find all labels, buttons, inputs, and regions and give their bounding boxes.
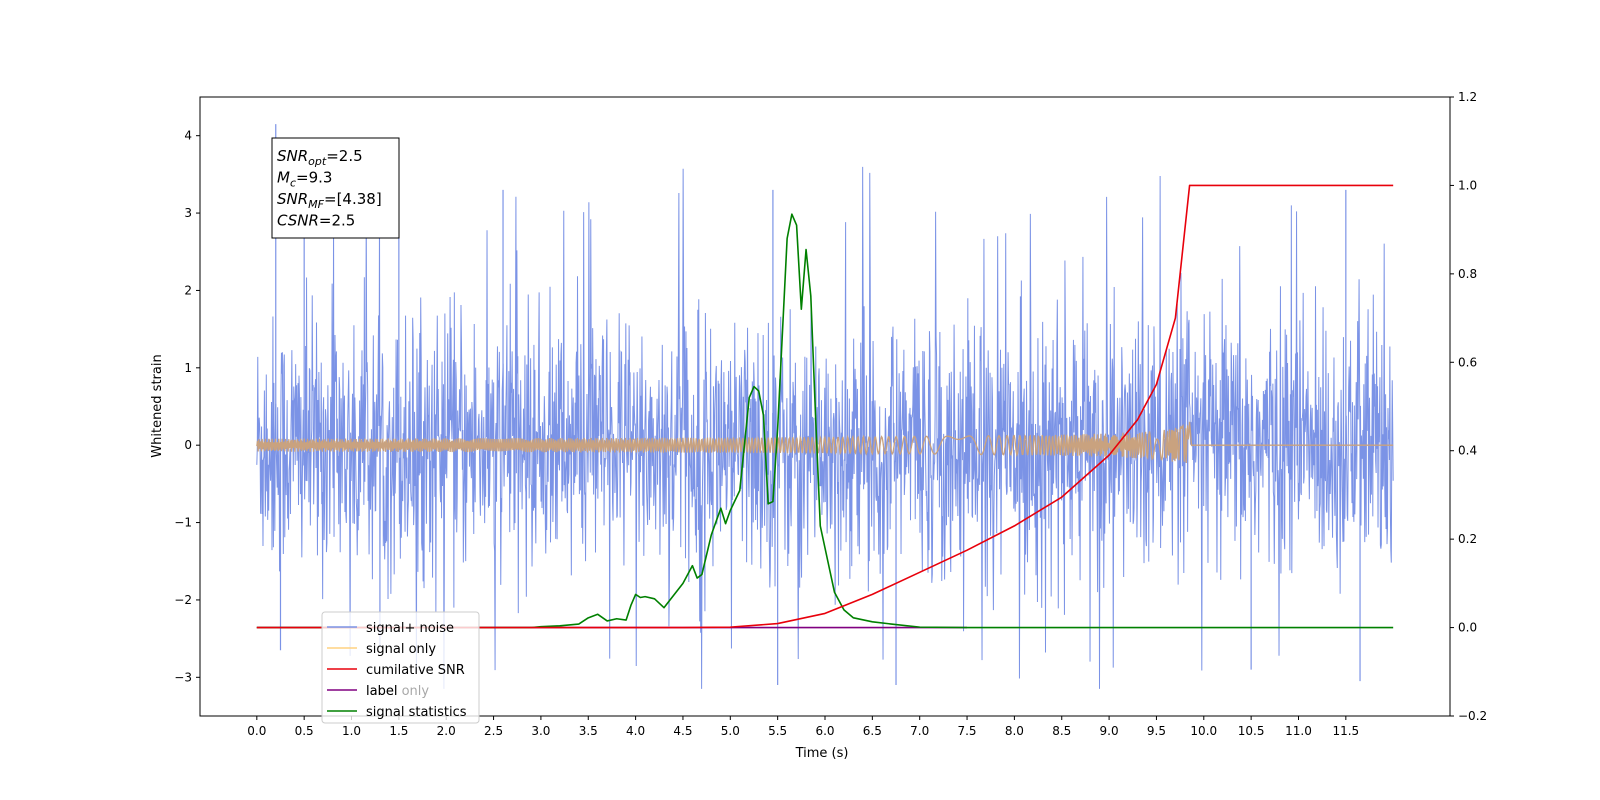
y-tick-label: −1 (174, 516, 192, 530)
series-signal-plus-noise (256, 166, 1394, 689)
y2-tick-label: 0.4 (1458, 444, 1477, 458)
x-tick-label: 4.0 (626, 724, 645, 738)
y-tick-label: 3 (184, 206, 192, 220)
y-axis-left: 4 3 2 1 0 −1 −2 −3 (174, 129, 200, 684)
x-tick-label: 9.5 (1147, 724, 1166, 738)
x-tick-label: 3.0 (531, 724, 550, 738)
x-tick-label: 7.0 (910, 724, 929, 738)
x-tick-label: 2.0 (437, 724, 456, 738)
y-tick-label: 0 (184, 438, 192, 452)
y-tick-label: 4 (184, 129, 192, 143)
legend-label: signal only (366, 642, 436, 657)
y-tick-label: −3 (174, 670, 192, 684)
x-tick-label: 1.0 (342, 724, 361, 738)
y2-tick-label: 0.6 (1458, 355, 1477, 369)
x-tick-label: 4.5 (673, 724, 692, 738)
x-tick-label: 8.5 (1052, 724, 1071, 738)
annotation-line: SNRMF=[4.38] (277, 190, 382, 211)
series-layer (256, 124, 1394, 689)
annotation-line: SNRopt=2.5 (277, 147, 363, 168)
x-tick-label: 0.5 (295, 724, 314, 738)
x-tick-label: 6.5 (863, 724, 882, 738)
series-signal-only (256, 421, 1394, 464)
annotation-line: CSNR=2.5 (277, 212, 355, 230)
legend-label: signal statistics (366, 705, 467, 720)
y-axis-label: Whitened strain (150, 354, 165, 457)
y2-tick-label: 0.2 (1458, 532, 1477, 546)
y2-tick-label: 1.2 (1458, 90, 1477, 104)
x-tick-label: 10.0 (1190, 724, 1217, 738)
x-tick-label: 2.5 (484, 724, 503, 738)
legend-frame (321, 611, 480, 724)
series-cumulative-snr (256, 184, 1394, 629)
x-tick-label: 11.0 (1285, 724, 1312, 738)
x-tick-label: 6.0 (815, 724, 834, 738)
y2-tick-label: 0.0 (1458, 621, 1477, 635)
y2-tick-label: 1.0 (1458, 178, 1477, 192)
x-tick-label: 0.0 (247, 724, 266, 738)
x-axis-label: Time (s) (795, 746, 849, 761)
y-axis-right: 1.2 1.0 0.8 0.6 0.4 0.2 0.0 −0.2 (1450, 90, 1487, 723)
annotation-line: Mc=9.3 (277, 169, 332, 190)
legend-label: signal+ noise (366, 621, 454, 636)
y-tick-label: 2 (184, 283, 192, 297)
legend-label: cumilative SNR (366, 663, 465, 678)
annotation-frame (271, 137, 400, 239)
x-tick-label: 5.0 (721, 724, 740, 738)
legend: signal+ noise signal only cumilative SNR la… (321, 611, 480, 724)
x-tick-label: 5.5 (768, 724, 787, 738)
y2-tick-label: 0.8 (1458, 267, 1477, 281)
x-tick-label: 3.5 (579, 724, 598, 738)
x-tick-label: 8.0 (1005, 724, 1024, 738)
y-tick-label: −2 (174, 593, 192, 607)
series-signal-statistics (256, 213, 1394, 629)
x-tick-label: 9.0 (1100, 724, 1119, 738)
x-axis: 0.0 0.5 1.0 1.5 2.0 2.5 3.0 3.5 4.0 4.5 5.0 5.5 6.0 6… (247, 716, 1359, 738)
y-tick-label: 1 (184, 361, 192, 375)
x-tick-label: 1.5 (389, 724, 408, 738)
legend-label-hidden: label only (366, 684, 429, 699)
x-tick-label: 10.5 (1238, 724, 1265, 738)
legend-label: label (366, 684, 397, 699)
x-tick-label: 7.5 (957, 724, 976, 738)
y2-tick-label: −0.2 (1458, 709, 1487, 723)
x-tick-label: 11.5 (1332, 724, 1359, 738)
